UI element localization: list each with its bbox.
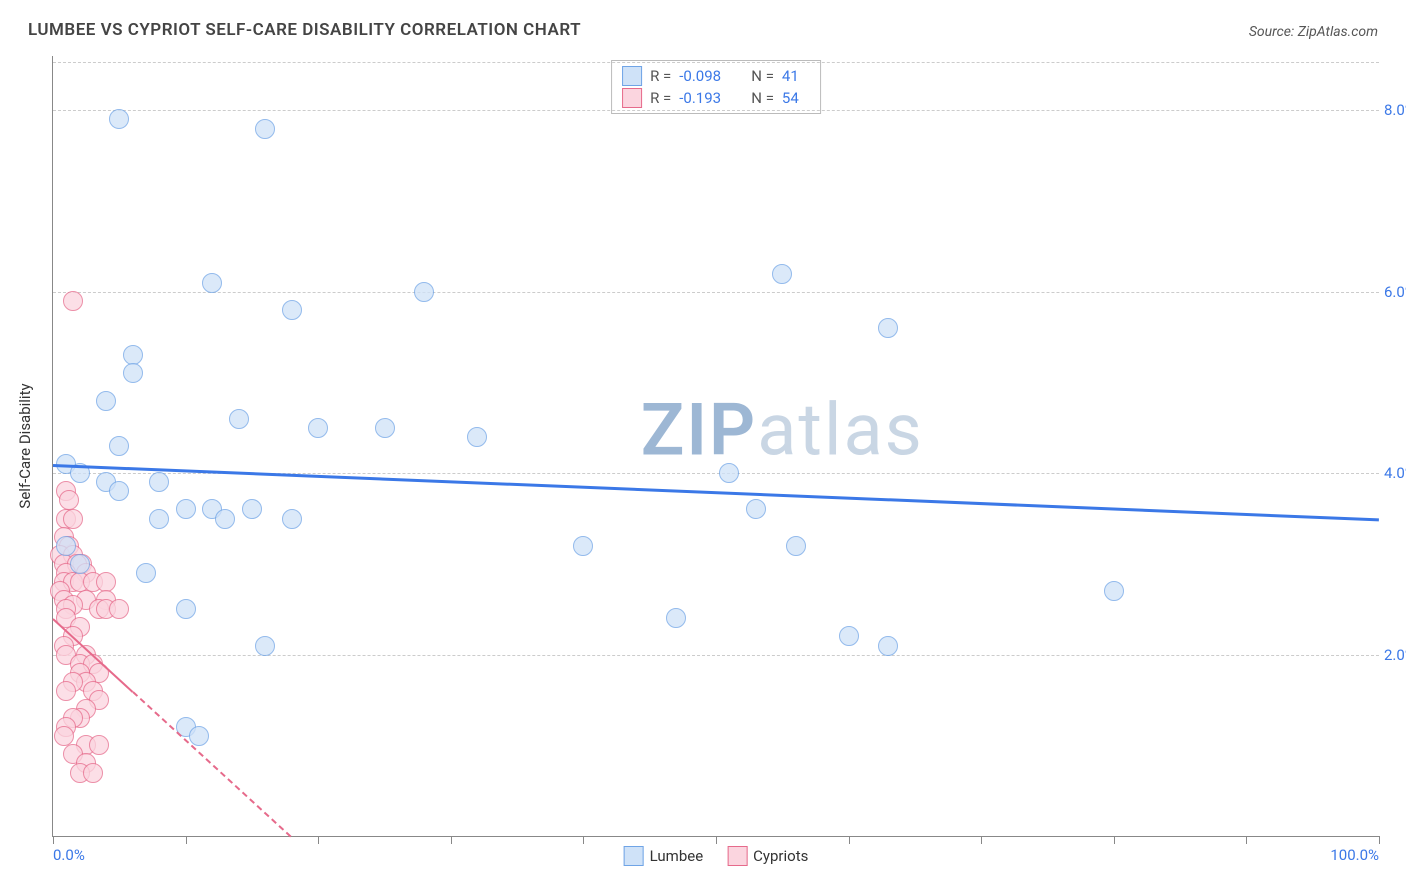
legend-series-item: Cypriots	[727, 846, 808, 866]
data-point-lumbee	[176, 599, 196, 619]
data-point-lumbee	[308, 418, 328, 438]
gridline	[53, 62, 1379, 63]
data-point-lumbee	[109, 481, 129, 501]
data-point-lumbee	[56, 536, 76, 556]
x-tick	[716, 836, 717, 844]
watermark: ZIPatlas	[641, 388, 924, 473]
data-point-lumbee	[123, 345, 143, 365]
x-tick	[981, 836, 982, 844]
data-point-lumbee	[1104, 581, 1124, 601]
x-tick	[186, 836, 187, 844]
x-tick-label: 0.0%	[53, 846, 85, 864]
x-tick	[1379, 836, 1380, 844]
data-point-lumbee	[375, 418, 395, 438]
legend-swatch	[727, 846, 747, 866]
data-point-cypriots	[83, 763, 103, 783]
legend-swatch	[622, 66, 642, 86]
gridline	[53, 292, 1379, 293]
legend-swatch	[622, 88, 642, 108]
y-axis-label: Self-Care Disability	[16, 383, 34, 508]
legend-n-value: 54	[782, 89, 810, 107]
data-point-lumbee	[109, 436, 129, 456]
data-point-cypriots	[89, 735, 109, 755]
data-point-lumbee	[96, 391, 116, 411]
y-tick-label: 6.0%	[1384, 283, 1406, 301]
legend-n-label: N =	[751, 67, 774, 85]
y-tick-label: 8.0%	[1384, 101, 1406, 119]
trend-line-cypriots-dashed	[132, 691, 291, 837]
data-point-lumbee	[839, 626, 859, 646]
watermark-atlas: atlas	[757, 388, 924, 473]
legend-r-value: -0.193	[679, 89, 735, 107]
data-point-lumbee	[215, 509, 235, 529]
data-point-lumbee	[70, 554, 90, 574]
gridline	[53, 655, 1379, 656]
x-tick	[1114, 836, 1115, 844]
data-point-lumbee	[414, 282, 434, 302]
data-point-lumbee	[255, 636, 275, 656]
legend-series-item: Lumbee	[624, 846, 704, 866]
data-point-lumbee	[786, 536, 806, 556]
data-point-cypriots	[96, 572, 116, 592]
legend-stats-row: R = -0.193 N = 54	[622, 87, 810, 109]
source-label: Source: ZipAtlas.com	[1249, 24, 1378, 40]
data-point-lumbee	[109, 109, 129, 129]
data-point-lumbee	[282, 300, 302, 320]
data-point-cypriots	[56, 681, 76, 701]
legend-r-label: R =	[650, 89, 671, 107]
data-point-lumbee	[282, 509, 302, 529]
data-point-lumbee	[666, 608, 686, 628]
legend-series-label: Lumbee	[650, 847, 704, 865]
data-point-cypriots	[109, 599, 129, 619]
data-point-lumbee	[719, 463, 739, 483]
x-tick	[451, 836, 452, 844]
legend-series: Lumbee Cypriots	[624, 846, 809, 866]
legend-stats: R = -0.098 N = 41 R = -0.193 N = 54	[611, 60, 821, 114]
data-point-lumbee	[573, 536, 593, 556]
legend-series-label: Cypriots	[753, 847, 808, 865]
legend-n-value: 41	[782, 67, 810, 85]
data-point-lumbee	[878, 636, 898, 656]
legend-r-label: R =	[650, 67, 671, 85]
data-point-cypriots	[63, 509, 83, 529]
x-tick	[583, 836, 584, 844]
data-point-lumbee	[189, 726, 209, 746]
y-tick-label: 4.0%	[1384, 464, 1406, 482]
y-tick-label: 2.0%	[1384, 646, 1406, 664]
data-point-lumbee	[242, 499, 262, 519]
data-point-lumbee	[149, 472, 169, 492]
x-tick-label: 100.0%	[1330, 846, 1379, 864]
legend-swatch	[624, 846, 644, 866]
data-point-lumbee	[202, 273, 222, 293]
x-tick	[1246, 836, 1247, 844]
x-tick	[318, 836, 319, 844]
data-point-lumbee	[772, 264, 792, 284]
data-point-lumbee	[176, 499, 196, 519]
data-point-cypriots	[63, 291, 83, 311]
data-point-cypriots	[54, 726, 74, 746]
legend-stats-row: R = -0.098 N = 41	[622, 65, 810, 87]
data-point-lumbee	[123, 363, 143, 383]
legend-r-value: -0.098	[679, 67, 735, 85]
legend-n-label: N =	[751, 89, 774, 107]
data-point-cypriots	[59, 490, 79, 510]
scatter-chart: Self-Care Disability ZIPatlas R =-0.098N…	[52, 56, 1379, 837]
gridline	[53, 110, 1379, 111]
data-point-lumbee	[229, 409, 249, 429]
x-tick	[849, 836, 850, 844]
x-tick	[53, 836, 54, 844]
data-point-lumbee	[746, 499, 766, 519]
data-point-lumbee	[467, 427, 487, 447]
chart-title: LUMBEE VS CYPRIOT SELF-CARE DISABILITY C…	[28, 20, 581, 40]
data-point-lumbee	[136, 563, 156, 583]
watermark-zip: ZIP	[641, 388, 757, 473]
data-point-lumbee	[878, 318, 898, 338]
header: LUMBEE VS CYPRIOT SELF-CARE DISABILITY C…	[0, 0, 1406, 46]
data-point-lumbee	[149, 509, 169, 529]
data-point-lumbee	[255, 119, 275, 139]
